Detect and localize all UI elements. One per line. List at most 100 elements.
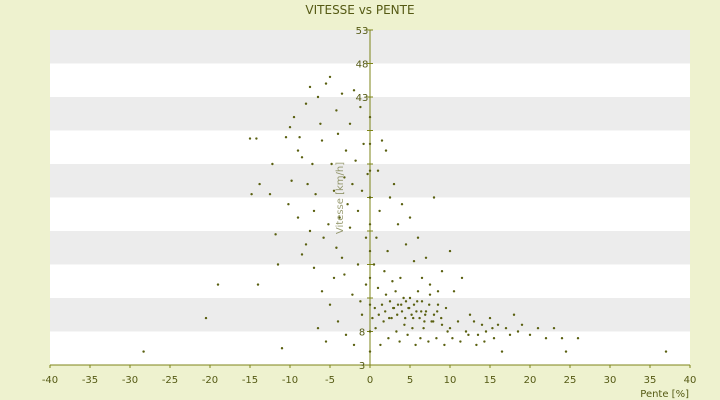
data-point [327,223,330,226]
data-point [344,149,348,152]
x-tick-label: 35 [644,375,657,386]
data-point [352,343,356,347]
data-point [335,109,338,112]
data-point [448,249,452,253]
data-point [428,293,432,296]
data-point [330,162,333,166]
data-point [464,330,468,333]
data-point [308,85,312,89]
data-point [420,310,423,313]
data-point [346,203,349,206]
data-point [276,263,280,266]
data-point [383,270,386,273]
data-point [344,333,348,337]
data-point [368,142,372,146]
data-point [416,300,419,303]
data-point [440,316,443,320]
data-point [348,226,352,229]
data-point [422,326,425,330]
x-tick-label: -40 [42,375,58,386]
data-point [394,290,397,293]
data-point [432,196,436,199]
data-point [452,290,456,293]
x-tick-label: 30 [604,375,617,386]
data-point [320,139,324,142]
data-point [427,340,430,343]
data-point [375,236,378,239]
data-point [371,316,374,320]
data-point [516,330,520,333]
data-point [402,296,405,300]
data-point [379,343,382,347]
data-point [372,263,376,266]
data-point [296,216,300,219]
data-point [354,159,357,162]
data-point [456,320,460,323]
data-point [312,266,316,270]
data-point [404,300,408,303]
data-point [377,313,380,316]
data-point [420,300,424,303]
data-point [368,303,372,306]
data-point [444,306,448,310]
data-point [392,306,395,310]
data-point [304,243,308,246]
x-tick-label: -35 [82,375,98,386]
y-tick-label: 53 [356,26,369,37]
data-point [396,303,400,306]
data-point [312,209,316,213]
data-point [408,216,412,219]
data-point [416,236,420,239]
data-point [352,89,356,92]
data-point [340,256,344,259]
data-point [204,316,208,320]
data-point [467,333,470,337]
data-point [306,182,309,186]
data-point [432,313,436,316]
data-point [351,182,354,186]
data-point [404,316,407,320]
data-point [142,350,145,353]
data-point [410,313,413,316]
data-point [332,189,336,192]
data-point [448,326,452,330]
data-point [322,236,325,239]
data-point [419,337,422,340]
data-point [544,337,548,340]
data-point [368,196,372,199]
data-point [436,310,439,313]
data-point [412,316,415,320]
data-point [491,326,494,330]
data-point [351,293,354,296]
data-point [335,246,338,249]
data-point [348,122,352,126]
data-point [368,249,372,253]
data-point [512,313,516,316]
data-point [368,223,372,226]
data-point [440,270,444,273]
data-point [440,323,444,326]
x-tick-label: 25 [564,375,577,386]
data-points [142,75,668,353]
data-point [392,182,396,186]
data-point [484,330,488,333]
data-point [560,337,564,340]
data-point [248,137,252,140]
data-point [290,179,293,182]
data-point [416,290,420,293]
data-point [256,283,260,286]
data-point [388,196,392,199]
data-point [324,82,328,85]
data-point [472,320,476,323]
data-point [388,316,391,320]
data-point [536,326,540,330]
data-point [382,320,385,323]
data-point [300,253,304,256]
data-point [428,303,431,306]
data-point [366,172,369,176]
data-point [280,347,284,350]
data-point [390,316,393,320]
data-point [396,223,400,226]
data-point [424,310,428,313]
data-point [336,320,340,323]
